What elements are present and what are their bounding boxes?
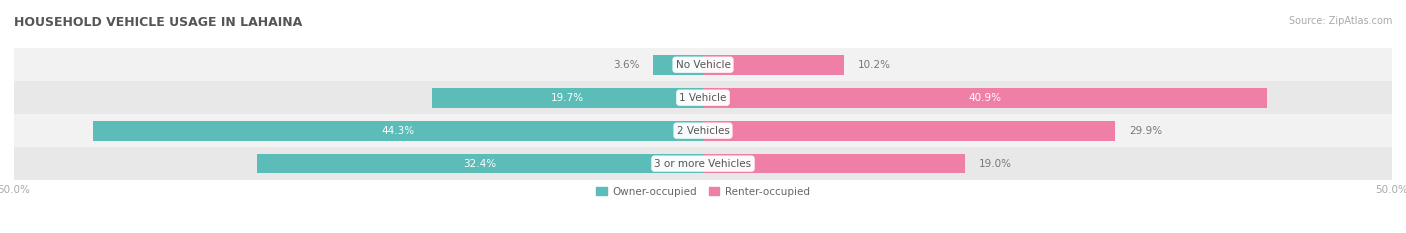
Text: No Vehicle: No Vehicle <box>675 60 731 70</box>
Bar <box>93 121 703 140</box>
Text: 2 Vehicles: 2 Vehicles <box>676 126 730 136</box>
Text: 19.0%: 19.0% <box>979 159 1011 169</box>
Bar <box>256 154 703 174</box>
Text: 19.7%: 19.7% <box>551 93 583 103</box>
Text: 32.4%: 32.4% <box>463 159 496 169</box>
Bar <box>432 88 703 108</box>
Bar <box>14 114 1392 147</box>
Bar <box>654 55 703 75</box>
Bar <box>14 81 1392 114</box>
Text: 44.3%: 44.3% <box>381 126 415 136</box>
Bar <box>703 88 1267 108</box>
Text: HOUSEHOLD VEHICLE USAGE IN LAHAINA: HOUSEHOLD VEHICLE USAGE IN LAHAINA <box>14 16 302 29</box>
Bar <box>14 48 1392 81</box>
Text: 10.2%: 10.2% <box>858 60 890 70</box>
Bar <box>703 55 844 75</box>
Bar <box>703 121 1115 140</box>
Text: 1 Vehicle: 1 Vehicle <box>679 93 727 103</box>
Legend: Owner-occupied, Renter-occupied: Owner-occupied, Renter-occupied <box>592 182 814 201</box>
Text: Source: ZipAtlas.com: Source: ZipAtlas.com <box>1288 16 1392 26</box>
Text: 3.6%: 3.6% <box>613 60 640 70</box>
Text: 3 or more Vehicles: 3 or more Vehicles <box>654 159 752 169</box>
Text: 40.9%: 40.9% <box>969 93 1001 103</box>
Text: 29.9%: 29.9% <box>1129 126 1161 136</box>
Bar <box>14 147 1392 180</box>
Bar <box>703 154 965 174</box>
